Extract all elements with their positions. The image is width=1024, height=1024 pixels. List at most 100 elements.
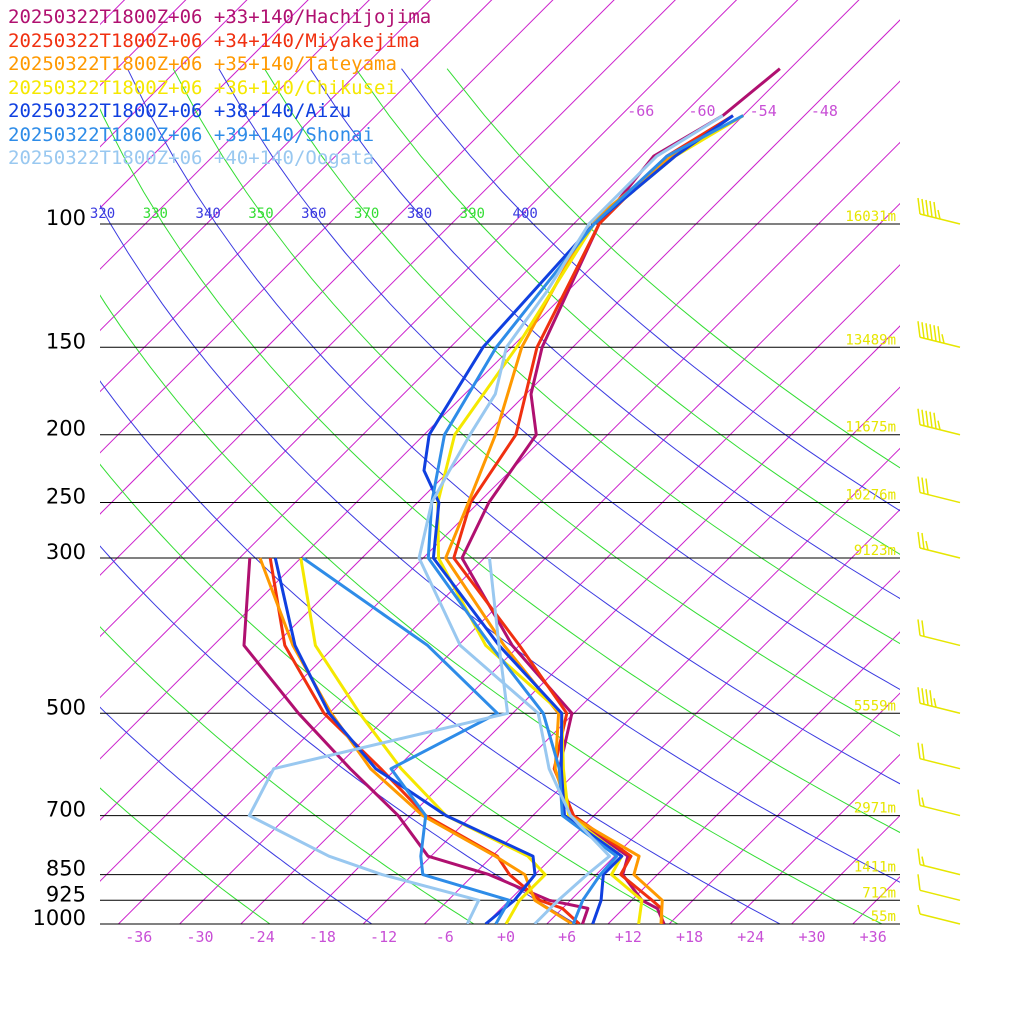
wind-barb [917,321,961,348]
height-label: 10276m [845,488,896,504]
wind-barb [917,197,961,225]
temperature-tick-label: +6 [558,928,576,946]
temperature-tick-label: -12 [370,928,397,946]
top-temperature-label: -66 [627,102,654,120]
dry-adiabat-line [264,68,900,645]
theta-label: 350 [248,206,273,222]
isotherm-line [485,508,900,924]
top-temperature-label: -48 [811,102,838,120]
temperature-tick-label: +12 [615,928,642,946]
dry-adiabat-line [100,706,373,924]
temperature-profile-6 [417,114,724,924]
chart-legend: 20250322T1800Z+06 +33+140/Hachijojima 202… [8,6,431,171]
temperature-tick-label: +24 [737,928,764,946]
dewpoint-profile-4 [273,557,537,924]
legend-entry: 20250322T1800Z+06 +38+140/Aizu [8,100,352,122]
dry-adiabat-line [100,463,679,924]
height-label: 9123m [854,543,896,559]
isotherm-line [546,570,900,924]
wind-barb [917,848,961,876]
temperature-tick-label: -24 [248,928,275,946]
wind-barb [917,619,961,647]
wind-barb [917,408,961,436]
height-label: 16031m [845,209,896,225]
isotherm-line [362,386,900,924]
isotherm-line [852,876,900,924]
isotherm-line [975,0,1024,924]
temperature-tick-label: +0 [497,928,515,946]
height-label: 11675m [845,420,896,436]
theta-label: 370 [354,206,379,222]
pressure-label-200: 200 [46,417,86,441]
height-label: 712m [862,885,896,901]
legend-entry: 20250322T1800Z+06 +34+140/Miyakejima [8,29,420,52]
pressure-label-700: 700 [46,798,86,822]
wind-barb [917,874,961,902]
isotherm-line [791,814,900,924]
pressure-label-925: 925 [46,882,86,906]
height-label: 13489m [845,332,896,348]
dry-adiabat-line [100,204,900,883]
wind-barb [917,476,961,504]
pressure-label-500: 500 [46,695,86,719]
height-label: 55m [871,909,896,925]
temperature-profile-4 [422,114,734,924]
theta-label: 380 [407,206,432,222]
dry-adiabat-line [100,107,900,834]
temperature-profile-5 [426,114,744,924]
theta-label: 320 [90,206,115,222]
theta-label: 390 [460,206,485,222]
dewpoint-profile-5 [302,556,511,924]
wind-barb [917,687,961,715]
dry-adiabat-line [100,787,271,924]
wind-barbs [917,197,961,925]
legend-entry: 20250322T1800Z+06 +36+140/Chikusei [8,76,397,99]
dry-adiabat-line [401,68,900,512]
temperature-profile-1 [452,114,734,924]
legend-entry: 20250322T1800Z+06 +39+140/Shonai [8,123,375,146]
wind-barb [917,904,961,925]
theta-label: 330 [143,206,168,222]
isotherm-line [668,692,900,924]
height-label: 1411m [854,860,896,876]
temperature-tick-label: +36 [860,928,887,946]
dry-adiabat-line [446,68,900,469]
temperature-tick-label: -18 [309,928,336,946]
pressure-label-850: 850 [46,857,86,881]
dry-adiabat-line [172,68,900,737]
wind-barb [917,742,961,770]
legend-entry: 20250322T1800Z+06 +40+140/Oogata [8,147,375,169]
isotherm-line [730,753,900,924]
pressure-label-300: 300 [46,540,86,564]
dewpoint-profile-6 [247,557,510,924]
temperature-tick-label: +30 [798,928,825,946]
pressure-label-150: 150 [46,329,86,353]
legend-entry: 20250322T1800Z+06 +33+140/Hachijojima [8,6,432,28]
dry-adiabat-line [100,626,475,924]
temperature-profile-3 [436,114,744,924]
temperature-tick-label: -6 [436,928,454,946]
top-temperature-label: -54 [750,102,777,120]
wind-barb [917,531,961,559]
isotherm-line [424,447,900,924]
theta-label: 360 [301,206,326,222]
sounding-profiles [242,67,781,924]
dry-adiabat-line [100,294,883,924]
top-temperature-label: -60 [688,102,715,120]
dry-adiabat-line [355,68,900,555]
height-label: 2971m [854,801,896,817]
temperature-tick-label: -30 [186,928,213,946]
temperature-tick-label: -36 [125,928,152,946]
dewpoint-profile-0 [242,557,590,924]
dry-adiabat-line [218,68,900,691]
pressure-label-250: 250 [46,485,86,509]
theta-label: 400 [513,206,538,222]
theta-label: 340 [196,206,221,222]
isotherm-line [607,631,900,924]
temperature-tick-label: +18 [676,928,703,946]
height-label: 5559m [854,698,896,714]
dry-adiabat-line [309,68,900,600]
legend-entry: 20250322T1800Z+06 +35+140/Tateyama [8,53,397,75]
